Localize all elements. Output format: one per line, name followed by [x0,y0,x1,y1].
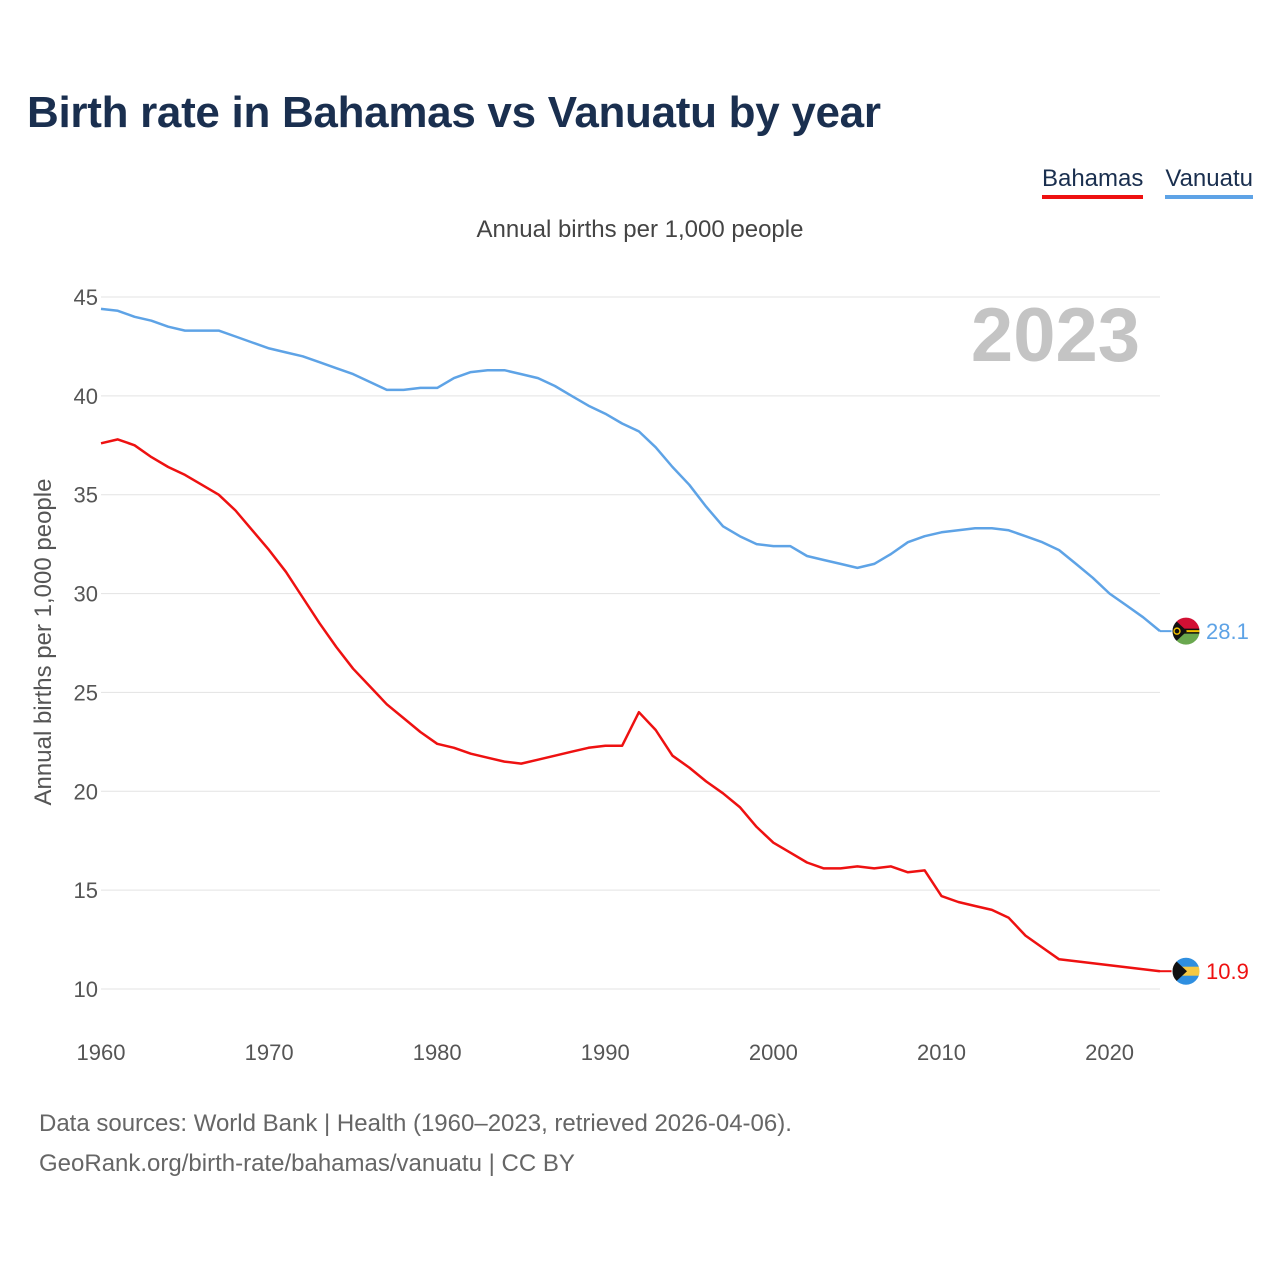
y-tick-label: 40 [74,384,98,409]
x-tick-label: 1980 [413,1040,462,1065]
chart-title: Birth rate in Bahamas vs Vanuatu by year [27,88,881,137]
year-watermark: 2023 [971,293,1140,378]
x-tick-label: 1960 [77,1040,126,1065]
y-tick-label: 25 [74,680,98,705]
end-markers: 10.9 28.1 [1160,616,1249,986]
bahamas-flag-icon [1171,956,1201,986]
x-tick-label: 2020 [1085,1040,1134,1065]
legend: Bahamas Vanuatu [1041,165,1253,199]
y-tick-label: 20 [74,779,98,804]
y-tick-label: 30 [74,582,98,607]
footer-url: GeoRank.org/birth-rate/bahamas/vanuatu |… [39,1150,575,1177]
x-axis-ticks: 1960 1970 1980 1990 2000 2010 2020 [77,1040,1135,1065]
y-tick-label: 10 [74,977,98,1002]
y-tick-label: 45 [74,285,98,310]
vanuatu-flag-icon [1171,616,1201,646]
x-tick-label: 1970 [245,1040,294,1065]
end-label-vanuatu: 28.1 [1206,619,1249,644]
y-tick-label: 35 [74,483,98,508]
series-lines [100,307,1161,973]
series-line-bahamas [100,438,1161,973]
legend-item-bahamas[interactable]: Bahamas [1041,165,1144,199]
chart-subtitle: Annual births per 1,000 people [476,216,804,243]
x-tick-label: 2010 [917,1040,966,1065]
y-tick-label: 15 [74,878,98,903]
x-tick-label: 2000 [749,1040,798,1065]
footer: Data sources: World Bank | Health (1960–… [39,1104,792,1184]
end-label-bahamas: 10.9 [1206,959,1249,984]
x-tick-label: 1990 [581,1040,630,1065]
footer-sources: Data sources: World Bank | Health (1960–… [39,1110,792,1137]
y-axis-ticks: 10 15 20 25 30 35 40 45 [74,285,98,1002]
legend-item-vanuatu[interactable]: Vanuatu [1165,165,1253,199]
series-line-vanuatu [100,307,1161,633]
grid-lines [101,296,1160,990]
y-axis-label: Annual births per 1,000 people [30,479,57,806]
